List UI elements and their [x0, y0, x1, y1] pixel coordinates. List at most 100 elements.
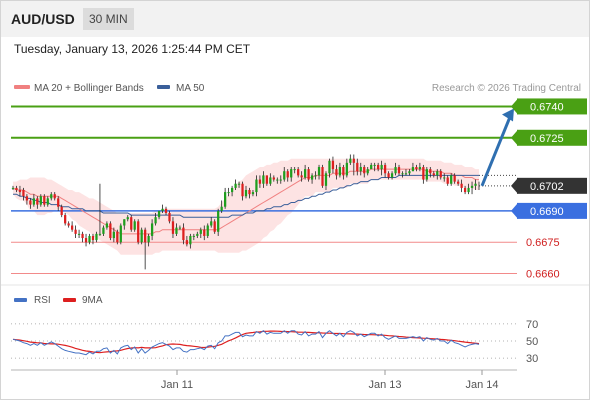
candle-body	[328, 160, 331, 174]
ma50-legend-label: MA 50	[176, 83, 205, 94]
candle-body	[43, 196, 46, 205]
candle-body	[373, 164, 376, 166]
rsi-tick-label: 30	[526, 353, 538, 365]
candle-body	[147, 235, 150, 243]
candle-body	[185, 240, 189, 245]
candle-body	[453, 175, 456, 182]
x-tick-label: Jan 13	[368, 379, 401, 391]
last-price-pointer	[511, 177, 518, 194]
candle-body	[279, 179, 282, 181]
candle-body	[39, 196, 42, 205]
candle-body	[112, 231, 115, 239]
candle-body	[150, 223, 154, 236]
candle-body	[241, 183, 244, 197]
candle-body	[269, 177, 272, 184]
ma50-legend-swatch	[157, 85, 170, 89]
candle-body	[161, 208, 164, 211]
candle-body	[356, 162, 359, 172]
candle-body	[88, 235, 91, 243]
candle-body	[29, 200, 32, 205]
candle-body	[429, 169, 432, 174]
candle-body	[450, 175, 453, 184]
timeframe-badge[interactable]: 30 MIN	[83, 8, 134, 30]
rsi-ma-line	[12, 330, 480, 354]
projection-arrow	[480, 108, 514, 187]
candle-body	[84, 238, 88, 243]
candle-body	[387, 173, 390, 178]
candle-body	[377, 164, 380, 170]
datetime-label: Tuesday, January 13, 2026 1:25:44 PM CET	[14, 42, 251, 56]
candle-body	[352, 158, 355, 163]
candle-body	[425, 169, 428, 180]
candles	[11, 154, 480, 270]
candle-body	[303, 169, 307, 178]
bollinger-bands	[13, 158, 479, 255]
candle-body	[210, 221, 213, 226]
candle-body	[251, 192, 255, 195]
candle-body	[397, 167, 401, 174]
candle-body	[109, 223, 112, 239]
candle-body	[18, 190, 22, 193]
candle-body	[119, 225, 122, 243]
candle-body	[70, 225, 74, 230]
candle-body	[154, 217, 157, 224]
candle-body	[415, 167, 418, 170]
target-level-value: 0.6740	[530, 101, 564, 113]
candle-body	[168, 212, 171, 222]
candle-body	[342, 167, 345, 176]
rsi-ma-legend-swatch	[63, 298, 76, 302]
target-label-pointer	[511, 129, 518, 146]
candle-body	[126, 217, 129, 220]
candle-body	[164, 208, 168, 213]
candle-body	[345, 162, 348, 176]
pivot-label-box	[517, 202, 587, 219]
candle-body	[95, 233, 98, 241]
candle-body	[283, 171, 286, 180]
candle-body	[363, 167, 366, 174]
candle-body	[463, 187, 467, 193]
candle-body	[408, 171, 411, 174]
candle-body	[262, 175, 265, 184]
header-bar: AUD/USD 30 MIN	[1, 1, 589, 37]
candle-body	[258, 179, 262, 184]
candle-body	[422, 167, 425, 180]
candle-body	[248, 190, 251, 195]
candle-body	[446, 177, 449, 184]
candle-body	[81, 233, 84, 239]
rsi-line	[12, 330, 480, 356]
target-label-box	[517, 98, 587, 115]
candle-body	[380, 164, 383, 170]
rsi-tick-label: 50	[526, 336, 538, 348]
rsi-grid: 70 50 30	[11, 319, 538, 365]
candle-body	[272, 177, 275, 180]
candle-body	[182, 227, 185, 241]
candle-body	[467, 187, 470, 193]
candle-body	[32, 198, 35, 205]
pivot-level-value: 0.6690	[530, 206, 564, 218]
candle-body	[67, 223, 70, 226]
copyright-label: Research © 2026 Trading Central	[432, 83, 581, 94]
last-price-value: 0.6702	[530, 181, 564, 193]
ma20-legend-label: MA 20 + Bollinger Bands	[34, 83, 144, 94]
candle-body	[60, 206, 63, 216]
candle-body	[227, 192, 230, 194]
candle-body	[255, 179, 258, 193]
candle-body	[230, 187, 234, 193]
candle-body	[171, 221, 175, 234]
candle-body	[77, 233, 81, 235]
candle-body	[432, 173, 435, 176]
candle-body	[310, 175, 314, 180]
candle-body	[411, 167, 415, 172]
candle-body	[46, 198, 49, 205]
candle-body	[297, 169, 300, 176]
candle-body	[224, 192, 227, 207]
last-price-box	[517, 177, 587, 194]
candle-body	[457, 181, 460, 184]
rsi-tick-label: 70	[526, 319, 538, 331]
candle-body	[144, 229, 147, 243]
support-level-value: 0.6675	[526, 237, 560, 249]
candle-body	[203, 229, 206, 236]
candle-body	[265, 175, 268, 184]
candle-body	[317, 167, 321, 176]
